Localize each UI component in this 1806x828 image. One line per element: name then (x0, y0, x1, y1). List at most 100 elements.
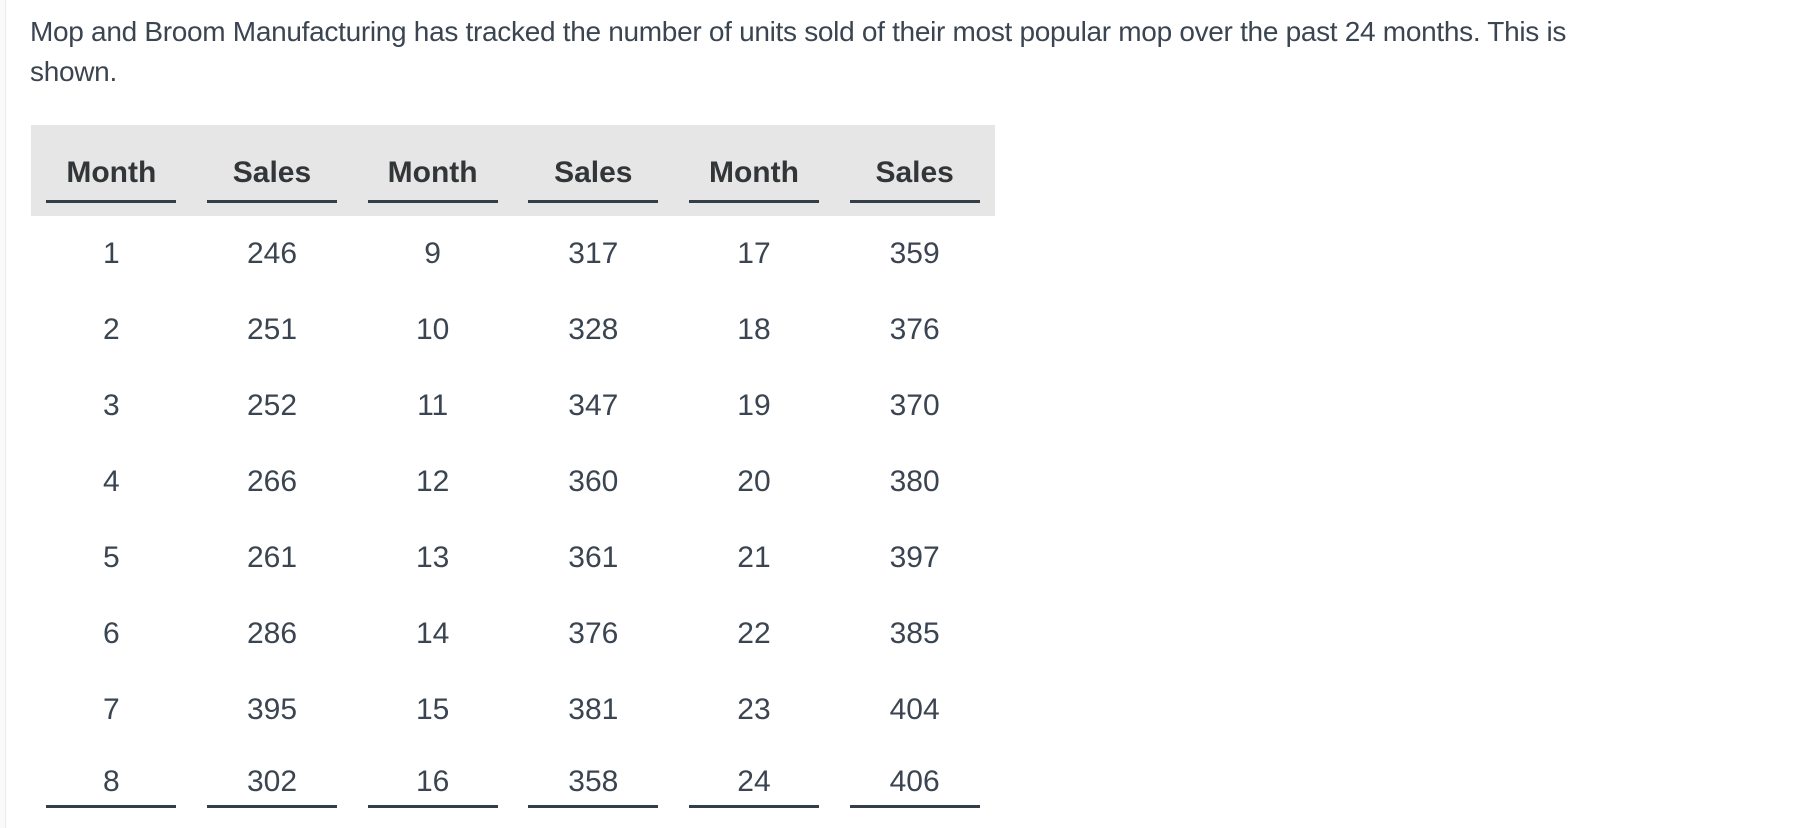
month-cell: 17 (674, 216, 835, 292)
table-row: 3 252 11 347 19 370 (31, 368, 995, 444)
sales-cell: 266 (192, 444, 353, 520)
sales-cell: 376 (834, 292, 995, 368)
sales-cell: 361 (513, 520, 674, 596)
month-cell: 12 (352, 444, 513, 520)
cell-value: 347 (568, 389, 619, 422)
sales-cell: 370 (834, 368, 995, 444)
column-header-month-2: Month (352, 125, 513, 216)
sales-cell: 404 (834, 672, 995, 748)
sales-cell: 252 (192, 368, 353, 444)
month-cell: 10 (352, 292, 513, 368)
column-header-label: Month (367, 155, 498, 203)
column-header-sales-2: Sales (513, 125, 674, 216)
table-row: 8 302 16 358 24 406 (31, 748, 995, 824)
cell-value: 397 (889, 541, 940, 574)
cell-value: 7 (102, 693, 120, 726)
cell-value: 8 (46, 764, 177, 808)
cell-value: 302 (206, 764, 337, 808)
cell-value: 15 (415, 693, 450, 726)
cell-value: 328 (568, 313, 619, 346)
cell-value: 317 (568, 237, 619, 270)
column-header-sales-3: Sales (834, 125, 995, 216)
month-cell: 8 (31, 748, 192, 824)
sales-cell: 261 (192, 520, 353, 596)
cell-value: 10 (415, 313, 450, 346)
cell-value: 16 (367, 764, 498, 808)
month-cell: 2 (31, 292, 192, 368)
sales-cell: 376 (513, 596, 674, 672)
sales-cell: 397 (834, 520, 995, 596)
sales-cell: 406 (834, 748, 995, 824)
month-cell: 22 (674, 596, 835, 672)
cell-value: 6 (102, 617, 120, 650)
cell-value: 252 (246, 389, 298, 422)
sales-cell: 328 (513, 292, 674, 368)
table-row: 7 395 15 381 23 404 (31, 672, 995, 748)
month-cell: 18 (674, 292, 835, 368)
cell-value: 4 (102, 465, 120, 498)
sales-cell: 246 (192, 216, 353, 292)
table-row: 2 251 10 328 18 376 (31, 292, 995, 368)
column-header-label: Sales (849, 155, 980, 203)
cell-value: 404 (889, 693, 940, 726)
cell-value: 17 (737, 237, 771, 270)
sales-cell: 286 (192, 596, 353, 672)
cell-value: 21 (737, 541, 771, 574)
cell-value: 14 (415, 617, 450, 650)
cell-value: 361 (568, 541, 619, 574)
cell-value: 360 (568, 465, 619, 498)
month-cell: 24 (674, 748, 835, 824)
sales-cell: 395 (192, 672, 353, 748)
cell-value: 385 (889, 617, 940, 650)
month-cell: 7 (31, 672, 192, 748)
month-cell: 5 (31, 520, 192, 596)
cell-value: 23 (737, 693, 771, 726)
sales-cell: 385 (834, 596, 995, 672)
table-row: 4 266 12 360 20 380 (31, 444, 995, 520)
cell-value: 9 (424, 237, 441, 270)
column-header-label: Sales (528, 155, 659, 203)
question-text-line-2: shown. (30, 56, 117, 87)
table-row: 1 246 9 317 17 359 (31, 216, 995, 292)
month-cell: 11 (352, 368, 513, 444)
column-header-label: Month (688, 155, 819, 203)
month-cell: 20 (674, 444, 835, 520)
sales-cell: 317 (513, 216, 674, 292)
sales-table: Month Sales Month Sales Month Sales 1 246… (31, 125, 995, 824)
cell-value: 358 (528, 764, 659, 808)
sales-cell: 347 (513, 368, 674, 444)
cell-value: 251 (246, 313, 298, 346)
cell-value: 22 (737, 617, 771, 650)
cell-value: 18 (737, 313, 771, 346)
month-cell: 23 (674, 672, 835, 748)
cell-value: 286 (246, 617, 298, 650)
cell-value: 13 (415, 541, 450, 574)
table-body: 1 246 9 317 17 359 2 251 10 328 18 376 3 252 11 347 19 37… (31, 216, 995, 824)
cell-value: 359 (889, 237, 940, 270)
column-header-month-1: Month (31, 125, 192, 216)
cell-value: 24 (688, 764, 819, 808)
cell-value: 11 (417, 389, 449, 422)
cell-value: 5 (102, 541, 120, 574)
cell-value: 3 (102, 389, 120, 422)
month-cell: 19 (674, 368, 835, 444)
month-cell: 1 (31, 216, 192, 292)
table-header-row: Month Sales Month Sales Month Sales (31, 125, 995, 216)
month-cell: 3 (31, 368, 192, 444)
cell-value: 406 (849, 764, 980, 808)
month-cell: 9 (352, 216, 513, 292)
cell-value: 266 (246, 465, 298, 498)
sales-cell: 380 (834, 444, 995, 520)
month-cell: 16 (352, 748, 513, 824)
question-text: Mop and Broom Manufacturing has tracked … (30, 12, 1566, 92)
cell-value: 370 (889, 389, 940, 422)
month-cell: 21 (674, 520, 835, 596)
cell-value: 1 (102, 237, 120, 270)
sales-cell: 358 (513, 748, 674, 824)
cell-value: 261 (246, 541, 298, 574)
sales-cell: 360 (513, 444, 674, 520)
question-text-line-1: Mop and Broom Manufacturing has tracked … (30, 16, 1567, 47)
month-cell: 6 (31, 596, 192, 672)
month-cell: 15 (352, 672, 513, 748)
cell-value: 381 (568, 693, 619, 726)
